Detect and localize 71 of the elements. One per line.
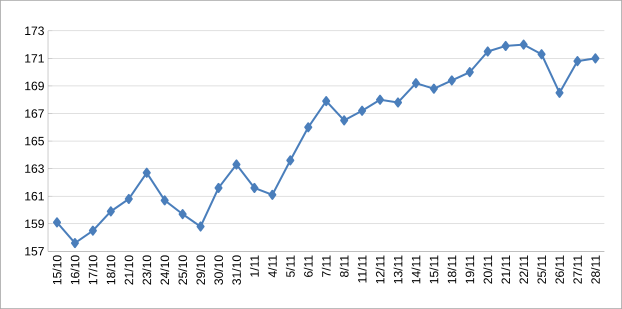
x-tick-label: 20/11 (483, 255, 492, 284)
point (502, 40, 510, 51)
y-tick-label: 157 (25, 247, 44, 256)
point (520, 39, 528, 50)
x-tick-label: 26/11 (555, 255, 564, 284)
x-tick-label: 31/10 (232, 255, 241, 285)
x-tick-label: 24/10 (160, 255, 170, 285)
x-tick-label: 1/11 (250, 255, 259, 277)
y-tick-label: 161 (25, 192, 44, 200)
point (430, 84, 438, 94)
y-tick-label: 163 (25, 164, 44, 173)
x-tick-label: 21/11 (501, 255, 510, 284)
x-tick-label: 4/11 (268, 255, 277, 278)
x-tick-label: 30/10 (214, 255, 223, 285)
point (160, 195, 169, 206)
x-tick-label: 18/10 (106, 255, 116, 284)
x-tick-label: 7/11 (322, 255, 331, 277)
point (573, 56, 582, 66)
y-tick-label: 173 (25, 26, 44, 36)
point (484, 46, 492, 56)
x-tick-label: 25/10 (178, 255, 188, 285)
x-tick-label: 8/11 (340, 255, 349, 277)
y-tick-label: 165 (25, 136, 44, 146)
x-tick-label: 6/11 (304, 255, 313, 277)
point (376, 94, 384, 105)
y-tick-label: 171 (25, 54, 44, 62)
x-tick-label: 15/11 (429, 255, 438, 284)
point (466, 67, 474, 78)
x-tick-label: 23/10 (142, 255, 152, 285)
point (88, 226, 97, 236)
point (106, 206, 115, 216)
point (322, 96, 330, 106)
x-tick-label: 11/11 (358, 255, 367, 282)
x-tick-label: 14/11 (412, 255, 420, 284)
point (555, 88, 564, 98)
point (250, 182, 258, 193)
x-tick-label: 22/11 (519, 255, 528, 284)
point (591, 53, 600, 64)
point (214, 182, 223, 193)
x-tick-label: 18/11 (447, 255, 456, 284)
y-tick-label: 159 (25, 219, 44, 228)
x-tick-label: 27/11 (573, 255, 582, 284)
point (304, 122, 312, 132)
point (70, 238, 79, 248)
x-tick-label: 25/11 (537, 255, 546, 284)
point (232, 159, 240, 170)
point (178, 209, 187, 220)
point (196, 221, 205, 232)
y-tick-label: 169 (25, 82, 44, 90)
point (412, 78, 420, 88)
x-tick-label: 28/11 (590, 255, 600, 284)
point (124, 194, 133, 204)
x-tick-label: 29/10 (196, 255, 206, 285)
y-tick-label: 167 (25, 109, 44, 118)
point (448, 75, 456, 86)
point (142, 168, 151, 178)
point (358, 106, 366, 116)
x-tick-label: 21/10 (124, 255, 134, 285)
x-tick-label: 19/11 (465, 255, 474, 284)
point (52, 217, 62, 228)
point (538, 49, 546, 60)
point (268, 190, 276, 200)
x-tick-label: 16/10 (70, 255, 80, 284)
point (340, 115, 348, 126)
x-tick-label: 17/10 (88, 255, 98, 284)
x-tick-label: 5/11 (286, 255, 295, 277)
point (394, 97, 402, 108)
point (286, 155, 294, 166)
x-tick-label: 12/11 (376, 255, 384, 284)
x-tick-label: 13/11 (394, 255, 402, 284)
x-tick-label: 15/10 (52, 255, 62, 284)
